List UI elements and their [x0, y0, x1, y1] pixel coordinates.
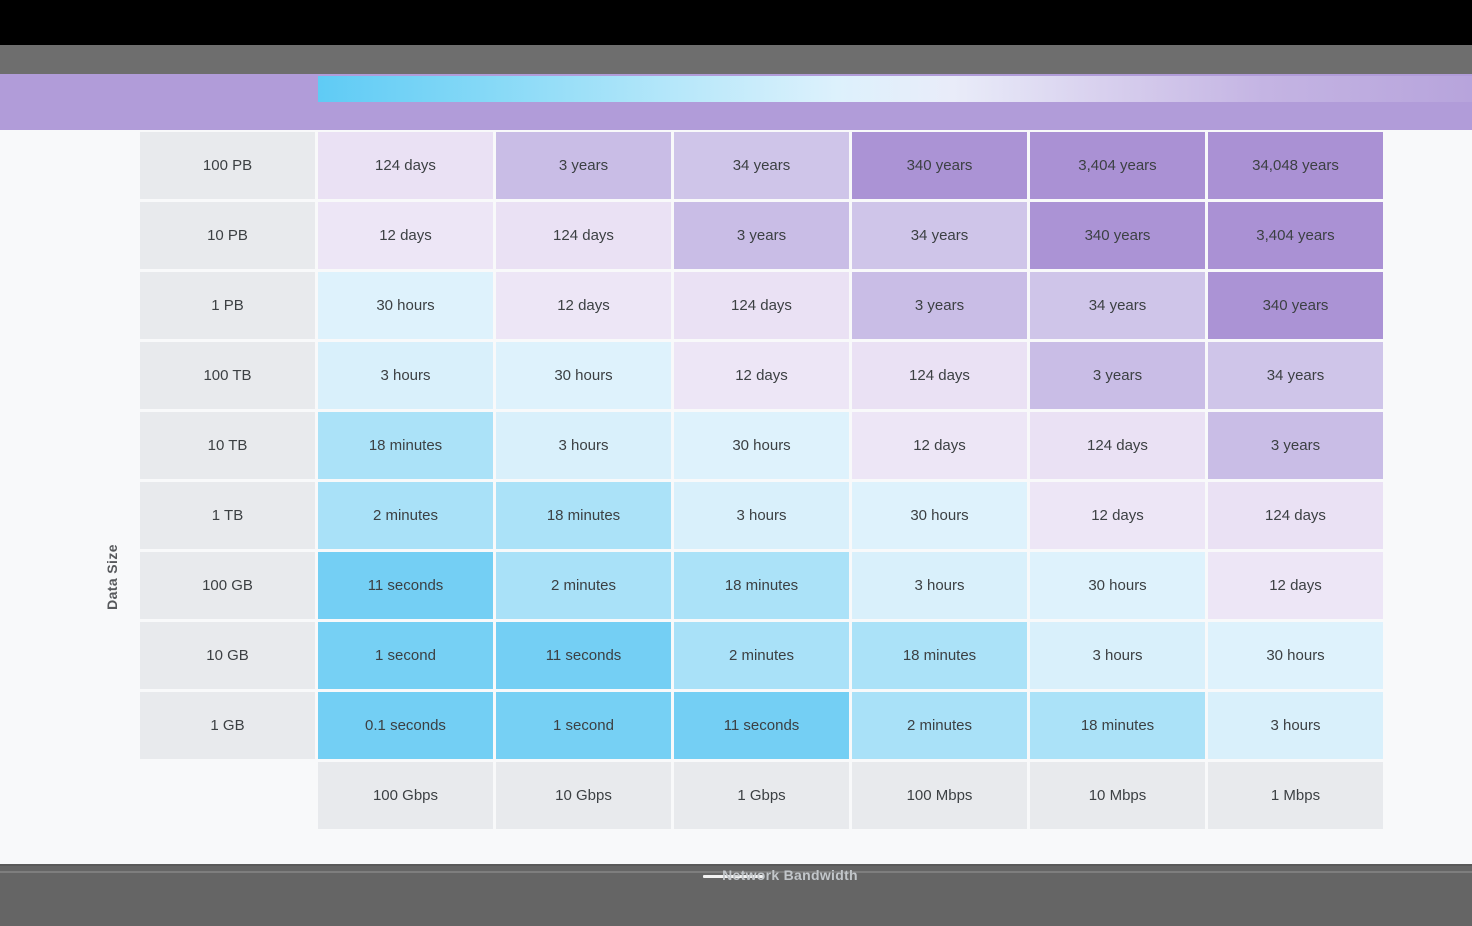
table-cell: 124 days — [1208, 482, 1383, 549]
table-cell: 340 years — [1030, 202, 1205, 269]
table-cell: 340 years — [1208, 272, 1383, 339]
table-cell: 3 years — [1208, 412, 1383, 479]
table-cell: 3 hours — [852, 552, 1027, 619]
header-gradient-strip — [318, 76, 1472, 102]
slide-header-band — [0, 74, 1472, 130]
table-cell: 18 minutes — [496, 482, 671, 549]
row-label: 10 TB — [140, 412, 315, 479]
table-cell: 12 days — [1208, 552, 1383, 619]
player-bottom-bar: Network Bandwidth — [0, 864, 1472, 926]
table-cell: 30 hours — [852, 482, 1027, 549]
table-cell: 340 years — [852, 132, 1027, 199]
column-label: 1 Mbps — [1208, 762, 1383, 829]
table-cell: 2 minutes — [318, 482, 493, 549]
table-cell: 30 hours — [1030, 552, 1205, 619]
table-cell: 11 seconds — [318, 552, 493, 619]
table-cell: 1 second — [496, 692, 671, 759]
progress-bar-played — [703, 875, 763, 878]
table-cell: 30 hours — [496, 342, 671, 409]
slide-content: Data Size 100 PB 124 days 3 years 34 years 3… — [0, 130, 1472, 864]
table-cell: 34,048 years — [1208, 132, 1383, 199]
column-label: 1 Gbps — [674, 762, 849, 829]
table-cell: 3 years — [674, 202, 849, 269]
row-label: 1 TB — [140, 482, 315, 549]
table-cell: 3 hours — [674, 482, 849, 549]
table-cell: 18 minutes — [1030, 692, 1205, 759]
table-cell: 34 years — [674, 132, 849, 199]
table-cell: 124 days — [1030, 412, 1205, 479]
table-cell: 3 hours — [1030, 622, 1205, 689]
table-cell: 11 seconds — [496, 622, 671, 689]
table-cell: 1 second — [318, 622, 493, 689]
table-cell: 3,404 years — [1030, 132, 1205, 199]
table-cell: 2 minutes — [496, 552, 671, 619]
column-label: 10 Mbps — [1030, 762, 1205, 829]
row-label: 1 GB — [140, 692, 315, 759]
table-cell: 2 minutes — [852, 692, 1027, 759]
column-label: 100 Gbps — [318, 762, 493, 829]
column-label: 100 Mbps — [852, 762, 1027, 829]
table-cell: 3 hours — [318, 342, 493, 409]
table-cell: 18 minutes — [852, 622, 1027, 689]
table-cell: 34 years — [1208, 342, 1383, 409]
player-top-bar — [0, 0, 1472, 45]
x-axis-label: Network Bandwidth — [722, 867, 858, 883]
row-label: 100 TB — [140, 342, 315, 409]
table-cell: 124 days — [852, 342, 1027, 409]
table-cell: 124 days — [496, 202, 671, 269]
table-cell: 124 days — [318, 132, 493, 199]
table-cell: 12 days — [1030, 482, 1205, 549]
row-label: 100 PB — [140, 132, 315, 199]
row-label: 100 GB — [140, 552, 315, 619]
table-cell: 3 years — [852, 272, 1027, 339]
row-label: 10 PB — [140, 202, 315, 269]
table-cell: 11 seconds — [674, 692, 849, 759]
corner-cell — [140, 762, 315, 829]
table-cell: 3 hours — [496, 412, 671, 479]
table-cell: 30 hours — [1208, 622, 1383, 689]
table-cell: 18 minutes — [318, 412, 493, 479]
table-cell: 30 hours — [674, 412, 849, 479]
table-cell: 3 hours — [1208, 692, 1383, 759]
transfer-time-heatmap: 100 PB 124 days 3 years 34 years 340 years 3,… — [140, 132, 1383, 829]
table-cell: 18 minutes — [674, 552, 849, 619]
table-cell: 3,404 years — [1208, 202, 1383, 269]
table-cell: 12 days — [852, 412, 1027, 479]
column-label: 10 Gbps — [496, 762, 671, 829]
table-cell: 3 years — [496, 132, 671, 199]
table-cell: 124 days — [674, 272, 849, 339]
table-cell: 12 days — [318, 202, 493, 269]
table-cell: 3 years — [1030, 342, 1205, 409]
table-cell: 30 hours — [318, 272, 493, 339]
table-cell: 34 years — [1030, 272, 1205, 339]
row-label: 1 PB — [140, 272, 315, 339]
table-cell: 0.1 seconds — [318, 692, 493, 759]
row-label: 10 GB — [140, 622, 315, 689]
table-cell: 34 years — [852, 202, 1027, 269]
y-axis-label: Data Size — [104, 544, 120, 610]
progress-bar[interactable] — [0, 871, 1472, 873]
table-cell: 12 days — [674, 342, 849, 409]
table-cell: 12 days — [496, 272, 671, 339]
player-toolbar — [0, 45, 1472, 107]
table-cell: 2 minutes — [674, 622, 849, 689]
